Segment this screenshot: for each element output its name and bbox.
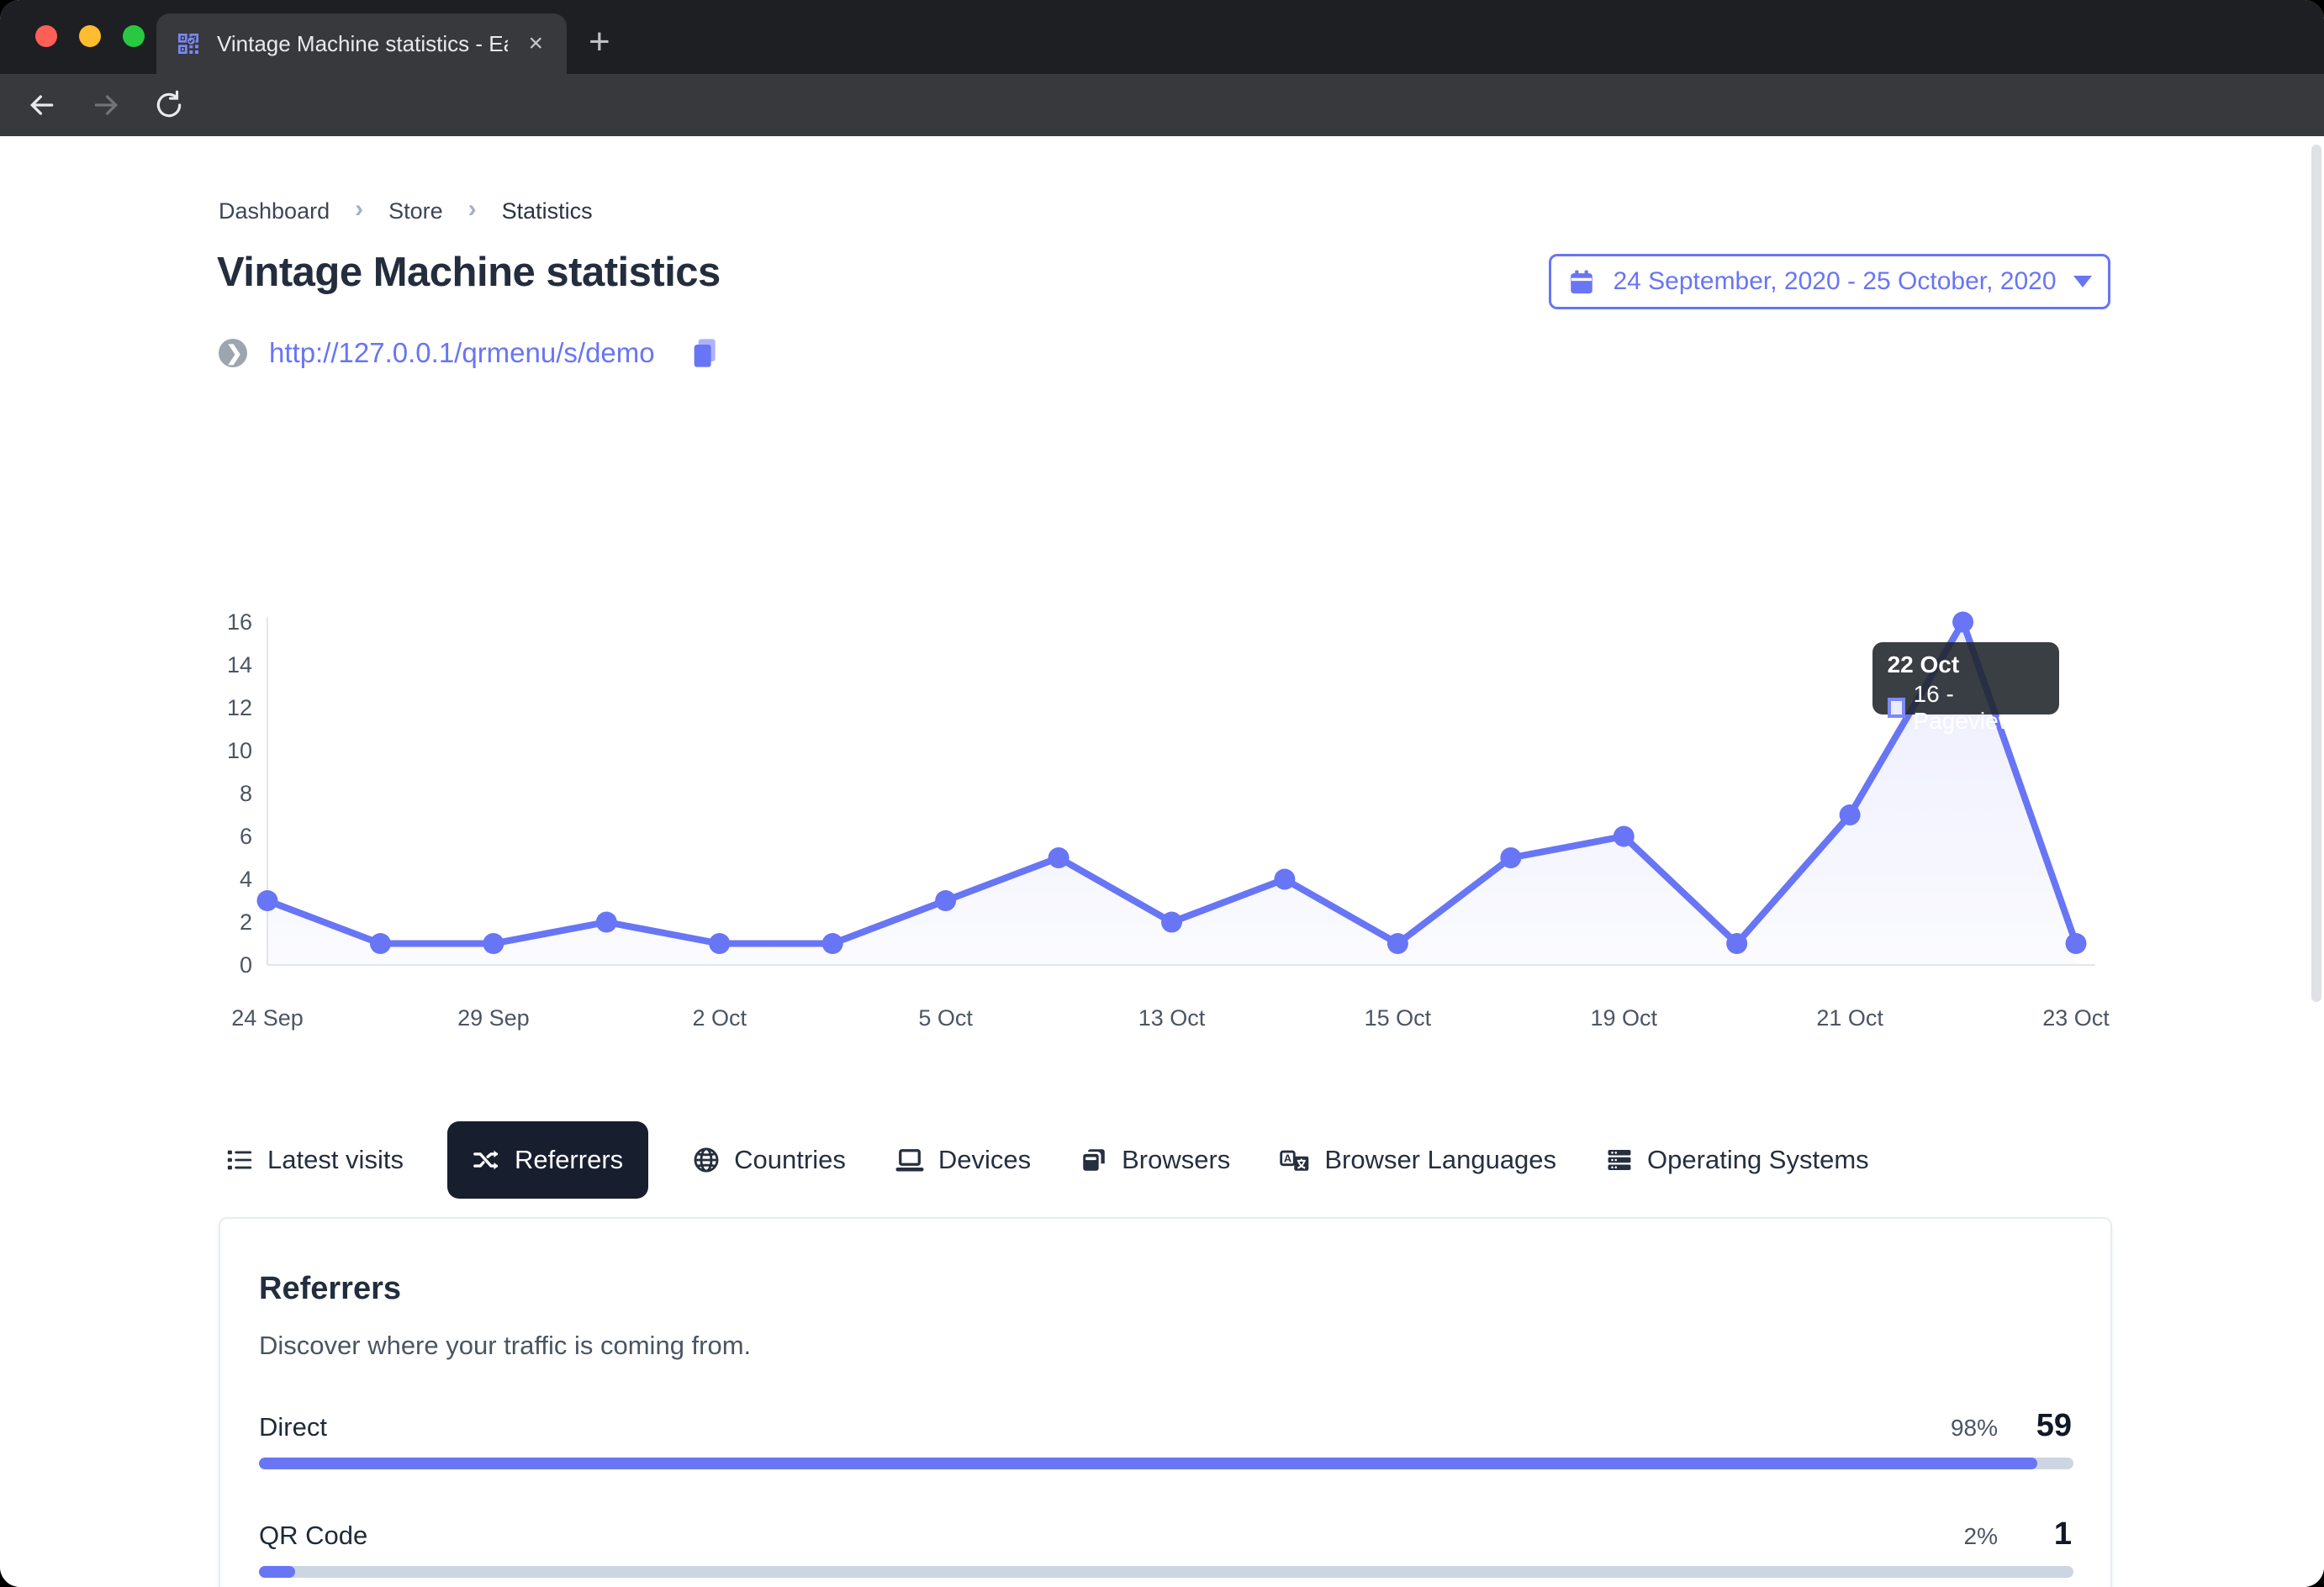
card-title: Referrers: [259, 1271, 401, 1306]
date-range-value: 24 September, 2020 - 25 October, 2020: [1613, 267, 2057, 295]
window-zoom-button[interactable]: [123, 25, 145, 47]
store-url-row: ❯ http://127.0.0.1/qrmenu/s/demo: [219, 336, 722, 370]
window-stack-icon: [1080, 1146, 1108, 1174]
progressbar-fill: [259, 1566, 296, 1578]
calendar-icon: [1567, 267, 1596, 296]
line-chart-canvas: 0 2 4 6 8 10 12 14 16 24 Sep 29 Sep 2 Oct 5 Oct 13 Oc…: [227, 609, 2110, 1031]
svg-text:8: 8: [240, 781, 252, 806]
caret-down-icon: [2073, 276, 2092, 287]
tab-label: Countries: [734, 1145, 846, 1174]
window-controls: [35, 25, 145, 47]
svg-text:A: A: [1284, 1152, 1291, 1165]
referrer-percent: 2%: [1963, 1523, 1998, 1549]
tab-label: Operating Systems: [1647, 1145, 1869, 1174]
svg-text:24 Sep: 24 Sep: [231, 1005, 304, 1031]
reload-icon[interactable]: [153, 89, 185, 121]
svg-text:14: 14: [227, 652, 252, 678]
shuffle-icon: [473, 1146, 501, 1174]
svg-text:15 Oct: 15 Oct: [1365, 1005, 1432, 1031]
tab-title: Vintage Machine statistics - Ea: [217, 30, 509, 56]
tab-latest-visits[interactable]: Latest visits: [220, 1121, 409, 1199]
server-stack-icon: [1605, 1146, 1634, 1174]
svg-text:0: 0: [240, 952, 252, 978]
chart-tooltip: 22 Oct 16 - Pageviews: [1872, 642, 2059, 734]
tab-countries[interactable]: Countries: [687, 1121, 851, 1199]
svg-text:19 Oct: 19 Oct: [1590, 1005, 1657, 1031]
svg-text:5 Oct: 5 Oct: [918, 1005, 973, 1031]
stats-tabs: Latest visits Referrers Countries Device…: [220, 1121, 1874, 1199]
referrer-count: 59: [2036, 1408, 2072, 1443]
tab-devices[interactable]: Devices: [890, 1121, 1036, 1199]
browser-toolbar: [0, 74, 2324, 205]
referrer-label: QR Code: [259, 1521, 368, 1550]
referrer-row-qrcode: QR Code 2% 1: [259, 1516, 2073, 1578]
breadcrumb-dashboard[interactable]: Dashboard: [219, 198, 330, 224]
svg-text:21 Oct: 21 Oct: [1816, 1005, 1883, 1031]
svg-text:23 Oct: 23 Oct: [2042, 1005, 2110, 1031]
tab-close-icon[interactable]: ×: [528, 29, 543, 57]
breadcrumb-store[interactable]: Store: [388, 198, 443, 224]
tab-operating-systems[interactable]: Operating Systems: [1600, 1121, 1874, 1199]
svg-text:6: 6: [240, 824, 252, 849]
store-url-link[interactable]: http://127.0.0.1/qrmenu/s/demo: [269, 337, 655, 368]
svg-text:10: 10: [227, 738, 252, 763]
translate-icon: A: [1279, 1146, 1311, 1174]
referrer-percent: 98%: [1950, 1415, 1998, 1441]
date-range-picker[interactable]: 24 September, 2020 - 25 October, 2020: [1549, 254, 2110, 309]
progressbar-fill: [259, 1458, 2037, 1469]
tab-referrers[interactable]: Referrers: [446, 1121, 649, 1199]
pageviews-chart[interactable]: 0 2 4 6 8 10 12 14 16 24 Sep 29 Sep 2 Oct 5 Oct 13 Oc…: [219, 604, 2110, 1057]
svg-text:2: 2: [240, 909, 252, 935]
chevron-right-icon: ›: [467, 195, 477, 223]
window-minimize-button[interactable]: [79, 25, 101, 47]
tab-label: Browsers: [1122, 1145, 1231, 1174]
referrer-row-direct: Direct 98% 59: [259, 1408, 2073, 1469]
breadcrumb-statistics: Statistics: [501, 198, 593, 224]
laptop-icon: [895, 1145, 925, 1175]
tab-browser-languages[interactable]: A Browser Languages: [1274, 1121, 1561, 1199]
copy-url-icon[interactable]: [689, 336, 722, 370]
circle-chevron-icon: ❯: [219, 339, 247, 367]
referrer-progressbar: [259, 1458, 2073, 1469]
svg-text:4: 4: [240, 867, 252, 892]
svg-text:16: 16: [227, 609, 252, 635]
page-title: Vintage Machine statistics: [217, 250, 721, 295]
tab-label: Referrers: [514, 1145, 624, 1174]
page-scrollbar[interactable]: [2311, 145, 2321, 1002]
svg-text:13 Oct: 13 Oct: [1138, 1005, 1206, 1031]
forward-icon[interactable]: [89, 88, 123, 122]
browser-tabstrip: Vintage Machine statistics - Ea × +: [0, 0, 2324, 74]
window-close-button[interactable]: [35, 25, 57, 47]
qr-favicon: [175, 30, 202, 57]
tab-label: Latest visits: [267, 1145, 404, 1174]
back-icon[interactable]: [25, 88, 59, 122]
svg-text:12: 12: [227, 695, 252, 720]
tab-label: Browser Languages: [1324, 1145, 1557, 1174]
referrer-count: 1: [2053, 1516, 2072, 1552]
globe-icon: [692, 1146, 721, 1174]
page-content: Dashboard › Store › Statistics Vintage M…: [0, 136, 2324, 1587]
tooltip-date: 22 Oct: [1887, 651, 1960, 678]
svg-text:29 Sep: 29 Sep: [457, 1005, 530, 1031]
referrer-progressbar: [259, 1566, 2073, 1578]
tab-browsers[interactable]: Browsers: [1075, 1121, 1235, 1199]
list-icon: [225, 1146, 254, 1174]
card-subtitle: Discover where your traffic is coming fr…: [259, 1331, 752, 1360]
referrer-label: Direct: [259, 1412, 327, 1442]
tab-label: Devices: [938, 1145, 1032, 1174]
chevron-right-icon: ›: [355, 195, 364, 223]
breadcrumb: Dashboard › Store › Statistics: [219, 195, 593, 225]
svg-text:2 Oct: 2 Oct: [692, 1005, 747, 1031]
referrers-card: Referrers Discover where your traffic is…: [219, 1217, 2112, 1587]
browser-tab[interactable]: Vintage Machine statistics - Ea ×: [156, 13, 567, 74]
series-swatch: [1887, 698, 1905, 718]
tooltip-value: 16 - Pageviews: [1913, 681, 2027, 734]
new-tab-button[interactable]: +: [589, 21, 610, 62]
